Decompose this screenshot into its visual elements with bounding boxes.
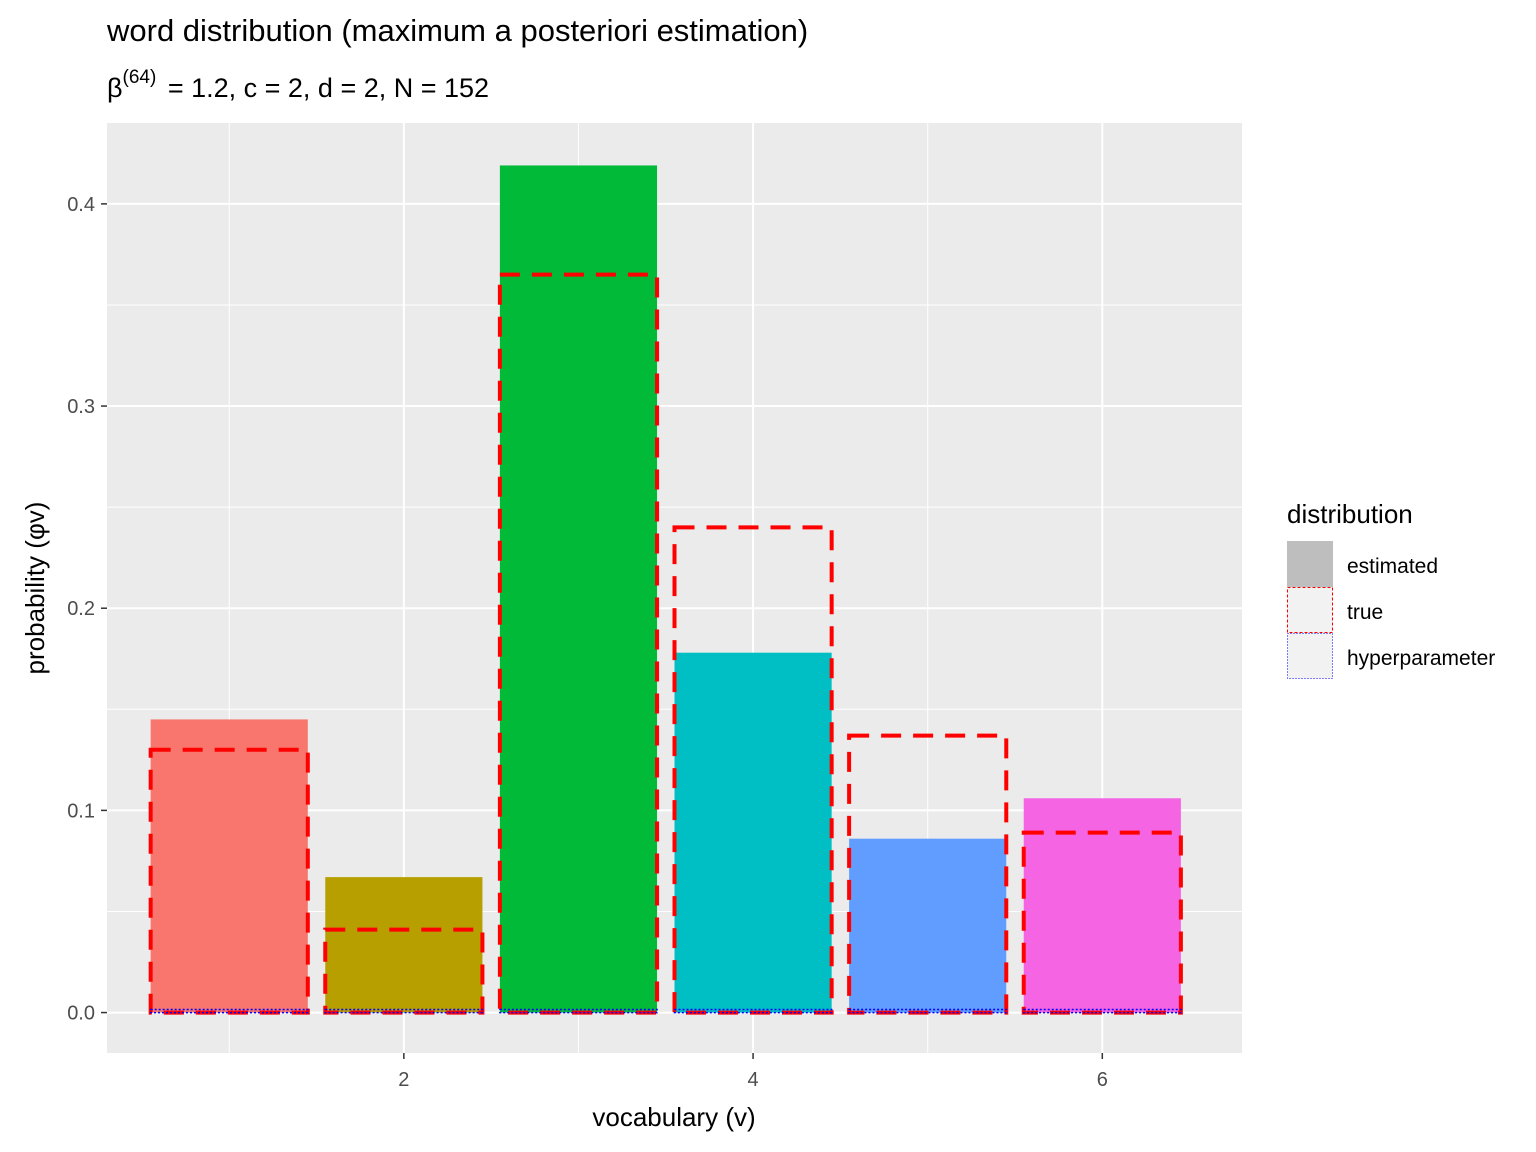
bar-true-v6 (1021, 830, 1183, 1015)
y-tick-label: 0.0 (67, 1003, 95, 1025)
legend: distribution estimated true hyperparamet… (1287, 499, 1495, 679)
x-tick-label: 6 (1097, 1069, 1108, 1091)
bar-true-v4 (672, 525, 834, 1015)
bar-estimated-v2 (325, 877, 483, 1013)
x-axis-title: vocabulary (v) (592, 1102, 755, 1132)
chart-subtitle: β(64) = 1.2, c = 2, d = 2, N = 152 (107, 67, 489, 103)
true-outlines (148, 272, 1183, 1015)
y-axis: 0.0 0.1 0.2 0.3 0.4 (67, 194, 107, 1025)
subtitle-superscript: (64) (123, 67, 157, 88)
chart-title: word distribution (maximum a posteriori … (106, 13, 808, 48)
bar-estimated-v5 (849, 838, 1007, 1013)
bar-estimated-v4 (674, 652, 832, 1013)
subtitle-rest: = 1.2, c = 2, d = 2, N = 152 (160, 73, 489, 103)
legend-label-true: true (1347, 601, 1383, 624)
bar-true-v3 (497, 272, 660, 1015)
estimated-bars (150, 165, 1181, 1013)
bar-estimated-v3 (499, 165, 658, 1013)
x-tick-label: 4 (748, 1069, 759, 1091)
legend-title: distribution (1287, 499, 1413, 529)
y-tick-label: 0.3 (67, 396, 95, 418)
x-axis: 2 4 6 (398, 1053, 1108, 1091)
legend-key-true (1287, 587, 1333, 633)
legend-label-estimated: estimated (1347, 555, 1438, 578)
x-tick-label: 2 (398, 1069, 409, 1091)
legend-key-estimated (1287, 541, 1333, 587)
y-tick-label: 0.2 (67, 598, 95, 620)
legend-label-hyperparameter: hyperparameter (1347, 647, 1495, 670)
bar-true-v5 (847, 733, 1009, 1015)
bar-true-v2 (323, 927, 485, 1015)
y-tick-label: 0.4 (67, 194, 95, 216)
y-axis-title: probability (φv) (20, 502, 50, 675)
bar-estimated-v1 (150, 719, 308, 1013)
subtitle-beta: β (107, 73, 123, 103)
y-tick-label: 0.1 (67, 800, 95, 822)
bar-estimated-v6 (1023, 798, 1181, 1013)
legend-key-hyperparameter (1287, 633, 1333, 679)
bar-true-v1 (148, 747, 310, 1015)
